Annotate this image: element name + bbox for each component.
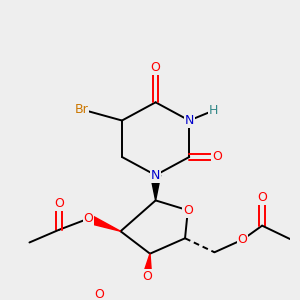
Text: O: O [238,233,248,246]
Text: O: O [94,288,104,300]
Text: O: O [142,270,152,283]
Text: O: O [54,197,64,210]
Text: O: O [212,151,222,164]
Text: O: O [183,204,193,217]
Text: O: O [257,191,267,204]
Text: Br: Br [74,103,88,116]
Text: H: H [208,104,218,117]
Text: N: N [184,114,194,127]
Text: O: O [151,61,160,74]
Polygon shape [151,175,161,200]
Polygon shape [87,214,121,231]
Text: O: O [83,212,93,225]
Text: N: N [151,169,160,182]
Polygon shape [143,254,152,277]
